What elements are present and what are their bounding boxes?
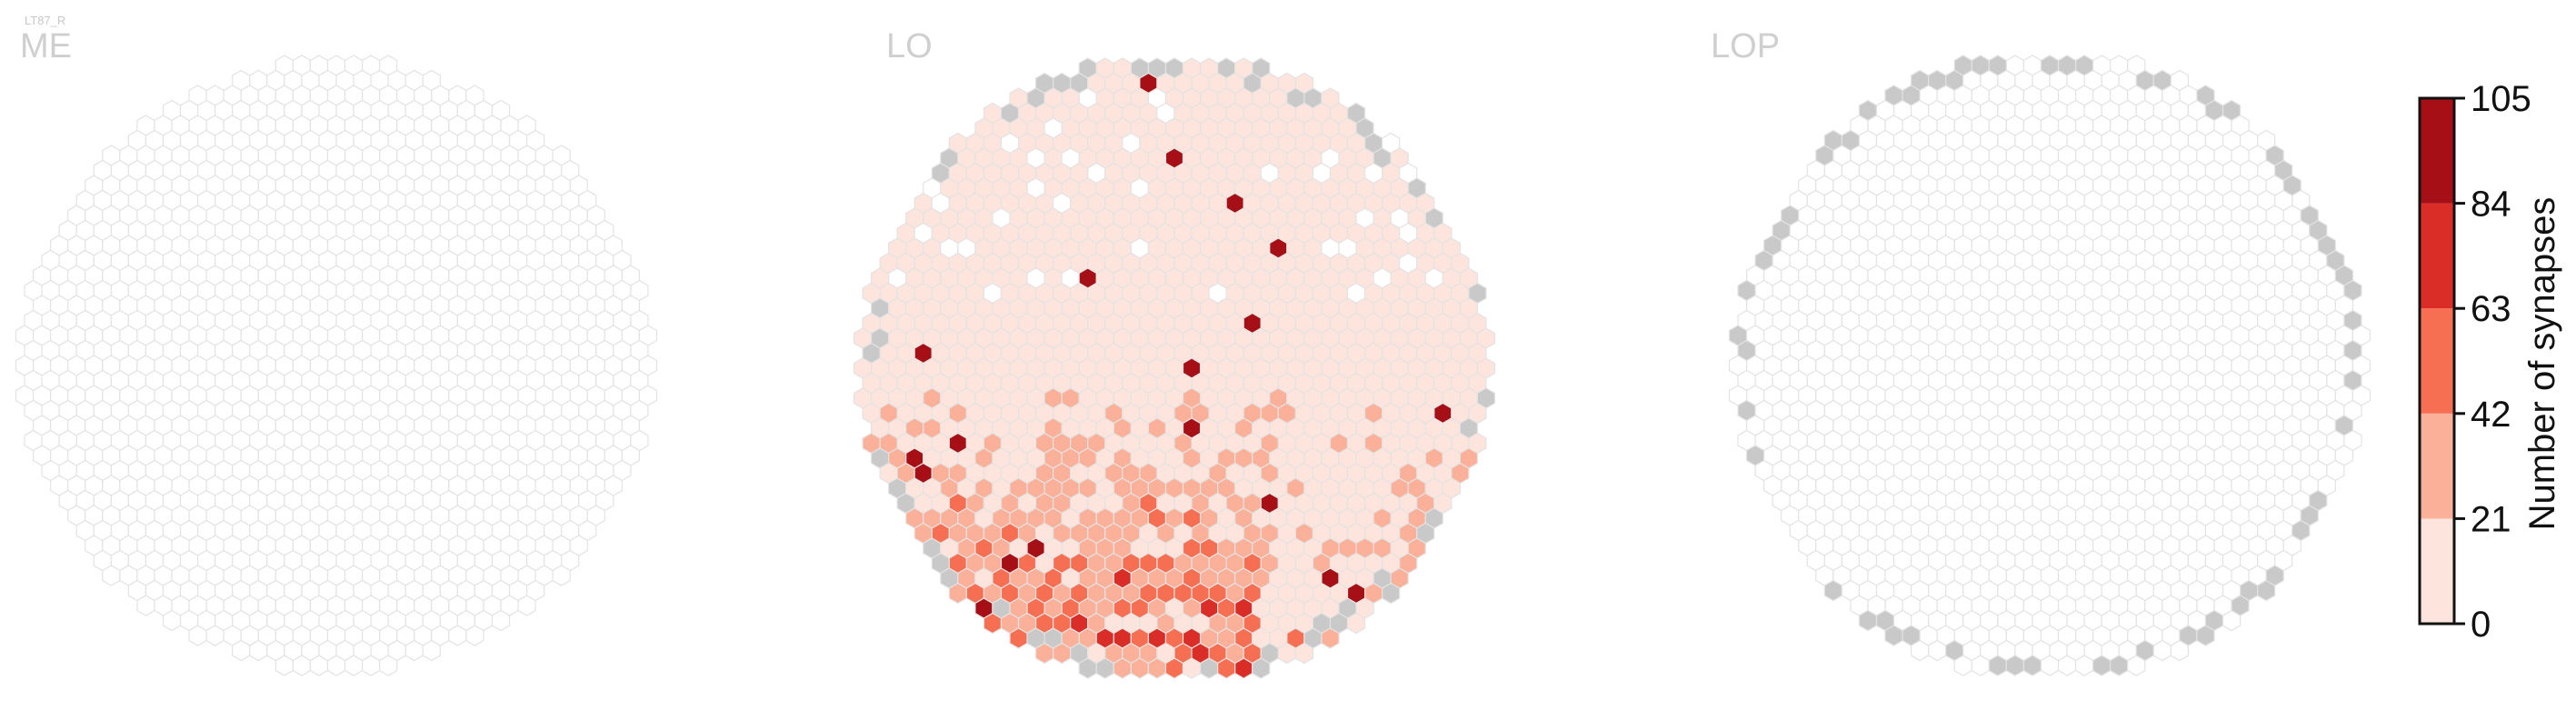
hex-cell [1953,655,1972,676]
hex-cell [404,639,424,662]
colorbar-tick-label: 105 [2471,79,2531,119]
panel-title-lop: LOP [1711,27,1780,65]
hex-cell [1034,642,1054,665]
colorbar-bin [2420,413,2454,519]
hex-cell [1382,582,1401,605]
hex-cell [205,625,225,646]
hex-cell [1130,657,1150,679]
hex-cell [552,565,571,586]
hex-cell [1199,657,1219,679]
hex-cell [1164,657,1184,679]
hex-cell [1234,657,1253,679]
hex-cell [2092,655,2112,676]
panel-title-me: ME [20,27,72,65]
hex-cell [102,565,121,586]
hex-cell [1277,642,1296,665]
hex-cell [1182,657,1202,679]
colorbar-bin [2420,518,2454,624]
hex-cell [2040,655,2060,676]
hex-cell [2057,655,2077,676]
colorbar-bin [2420,308,2454,414]
hex-cell [1346,612,1366,635]
hex-cell [948,582,967,605]
hex-cell [1910,639,1930,662]
hex-cell [2127,655,2146,676]
hex-grid-me [15,55,658,676]
colorbar-tick-label: 0 [2471,605,2491,645]
hex-cell [2005,655,2025,676]
hex-cell [2257,579,2276,602]
hex-cell [1078,657,1097,679]
hex-cell [1884,625,1903,646]
hex-cell [275,655,294,676]
hex-cell [1294,642,1314,665]
colorbar-tick-label: 84 [2471,185,2511,225]
hex-cell [1113,657,1132,679]
panel-title-lo: LO [886,27,933,65]
hex-cell [983,612,1003,635]
hex-cell [1928,639,1947,662]
panel-me: ME [15,27,658,676]
colorbar-tick-label: 42 [2471,395,2511,435]
hex-cell [1217,657,1236,679]
figure-label: LT87_R [25,14,65,27]
hex-cell [2110,655,2129,676]
hex-cell [162,609,182,632]
colorbar-bin [2420,98,2454,204]
hex-cell [1321,627,1340,649]
hex-cell [249,639,268,662]
hex-cell [1988,655,2007,676]
hex-cell [1053,642,1072,665]
hex-cell [448,625,467,646]
hex-cell [422,639,441,662]
hex-cell [1009,627,1028,649]
hex-cell [136,595,155,616]
hex-cell [2222,609,2242,632]
hex-cell [1147,657,1167,679]
hex-grid-lop [1728,55,2371,676]
hex-cell [2152,639,2172,662]
colorbar: 0 21 42 63 84 105 [2418,79,2531,645]
colorbar-tick-label: 21 [2471,499,2511,539]
hex-grid-lo [853,57,1496,679]
hex-cell [491,609,511,632]
hex-cell [326,655,346,676]
hex-cell [1858,609,1878,632]
hex-cell [2196,625,2215,646]
hex-cell [292,655,312,676]
colorbar-label: Number of synapses [2522,197,2562,531]
hex-cell [361,655,381,676]
hex-cell [232,639,251,662]
hex-cell [2022,655,2042,676]
hex-cell [1252,657,1271,679]
colorbar-bin [2420,203,2454,309]
panel-lop: LOP [1711,27,2371,676]
hex-cell [344,655,364,676]
hex-cell [188,625,207,646]
hex-cell [465,625,484,646]
hex-cell [2074,655,2094,676]
colorbar-tick-label: 63 [2471,289,2511,329]
hex-cell [379,655,398,676]
hex-cell [517,595,536,616]
hex-cell [2170,639,2190,662]
hex-cell [309,655,329,676]
panel-lo: LO [853,27,1496,679]
hex-cell [1971,655,1990,676]
hex-cell [1823,579,1842,602]
hex-cell [1095,657,1114,679]
